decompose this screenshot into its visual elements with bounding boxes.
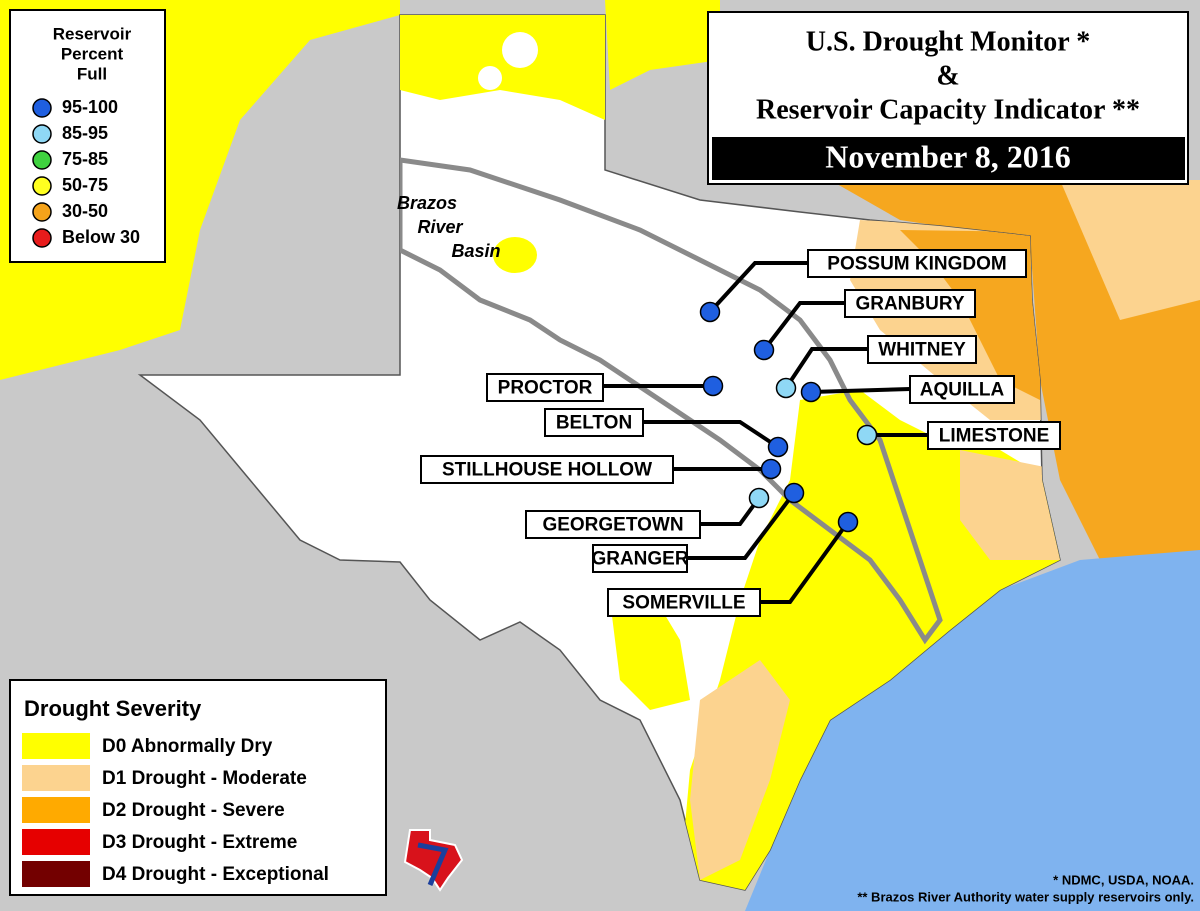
title-box: U.S. Drought Monitor *&Reservoir Capacit… xyxy=(707,11,1189,185)
reservoir-marker xyxy=(699,301,721,323)
reservoir-marker xyxy=(783,482,805,504)
legend-title: Reservoir xyxy=(53,24,132,43)
reservoir-name: PROCTOR xyxy=(498,378,593,399)
reservoir-label-box xyxy=(592,544,688,573)
gap xyxy=(478,66,502,90)
drought-legend: Drought Severity D0 Abnormally Dry D1 Drou… xyxy=(9,679,387,896)
basin-label: River xyxy=(417,217,463,237)
d0-area xyxy=(610,590,690,710)
date: November 8, 2016 xyxy=(825,138,1071,174)
reservoir-marker xyxy=(837,511,859,533)
leader-line xyxy=(762,301,845,352)
reservoir-name: STILLHOUSE HOLLOW xyxy=(442,460,652,481)
reservoir-name: SOMERVILLE xyxy=(622,593,745,614)
legend-title: Drought Severity xyxy=(24,696,202,721)
reservoir-marker xyxy=(753,339,775,361)
basin-label: Basin xyxy=(451,241,500,261)
reservoir-marker xyxy=(775,377,797,399)
legend-swatch xyxy=(22,829,90,855)
legend-swatch xyxy=(22,733,90,759)
legend-label: D0 Abnormally Dry xyxy=(102,736,273,757)
basin-label: Brazos xyxy=(397,193,457,213)
reservoir-label-box xyxy=(486,373,604,402)
footnote: ** Brazos River Authority water supply r… xyxy=(857,889,1194,904)
d1-area xyxy=(1060,180,1200,320)
reservoir-label-box xyxy=(420,455,674,484)
legend-swatch xyxy=(32,150,52,170)
legend-label: D2 Drought - Severe xyxy=(102,800,285,821)
logo-stripe xyxy=(417,842,449,886)
legend-swatch xyxy=(32,228,52,248)
reservoir-name: GRANBURY xyxy=(855,294,964,315)
legend-swatch xyxy=(32,176,52,196)
legend-swatch xyxy=(32,202,52,222)
reservoir-name: LIMESTONE xyxy=(939,426,1050,447)
legend-label: D4 Drought - Exceptional xyxy=(102,864,329,885)
reservoir-marker xyxy=(856,424,878,446)
reservoir-marker xyxy=(748,487,770,509)
legend-frame xyxy=(9,9,166,263)
reservoirs: POSSUM KINGDOM GRANBURY WHITNEY AQUILLA PROC… xyxy=(420,249,1061,617)
reservoir-marker xyxy=(767,436,789,458)
legend-swatch xyxy=(22,861,90,887)
reservoir-name: AQUILLA xyxy=(920,380,1005,401)
legend-title: Percent xyxy=(61,44,124,63)
leader-line xyxy=(700,496,761,526)
reservoir-name: WHITNEY xyxy=(878,340,966,361)
reservoir-label-box xyxy=(544,408,644,437)
legend-swatch xyxy=(32,124,52,144)
gulf-of-mexico xyxy=(745,550,1200,911)
leader-line xyxy=(760,520,850,604)
reservoir-marker xyxy=(760,458,782,480)
legend-label: 50-75 xyxy=(62,175,108,195)
legend-swatch xyxy=(32,98,52,118)
legend-label: D3 Drought - Extreme xyxy=(102,832,297,853)
reservoir-label-box xyxy=(909,375,1015,404)
legend-label: 30-50 xyxy=(62,201,108,221)
d1-area xyxy=(960,450,1060,560)
title-line: & xyxy=(936,60,959,91)
reservoir-name: GRANGER xyxy=(591,549,688,570)
legend-label: Below 30 xyxy=(62,227,140,247)
title-line: U.S. Drought Monitor * xyxy=(806,26,1090,57)
reservoir-name: GEORGETOWN xyxy=(542,515,683,536)
reservoir-label-box xyxy=(607,588,761,617)
leader-line xyxy=(784,347,868,390)
reservoir-label-box xyxy=(867,335,977,364)
footnote: * NDMC, USDA, NOAA. xyxy=(1053,872,1194,887)
reservoir-label-box xyxy=(927,421,1061,450)
leader-line xyxy=(643,420,780,449)
legend-label: 75-85 xyxy=(62,149,108,169)
date-bar xyxy=(712,137,1185,180)
legend-label: 95-100 xyxy=(62,97,118,117)
reservoir-label-box xyxy=(525,510,701,539)
d0-area xyxy=(493,237,537,273)
reservoir-marker xyxy=(800,381,822,403)
brazos-basin-outline xyxy=(397,157,943,645)
d0-area xyxy=(400,15,605,120)
legend-swatch xyxy=(22,797,90,823)
reservoir-label-box xyxy=(844,289,976,318)
reservoir-marker xyxy=(702,375,724,397)
reservoir-label-box xyxy=(807,249,1027,278)
legend-title: Full xyxy=(77,64,107,83)
leader-line xyxy=(708,261,808,314)
leader-line xyxy=(810,387,911,394)
d0-area xyxy=(605,0,720,90)
reservoir-name: BELTON xyxy=(556,413,632,434)
legend-swatch xyxy=(22,765,90,791)
reservoir-name: POSSUM KINGDOM xyxy=(827,254,1006,275)
gap xyxy=(502,32,538,68)
leader-line xyxy=(687,491,796,560)
legend-label: D1 Drought - Moderate xyxy=(102,768,307,789)
title-line: Reservoir Capacity Indicator ** xyxy=(756,94,1140,125)
logo xyxy=(403,829,464,892)
d1-area xyxy=(690,660,790,880)
legend-label: 85-95 xyxy=(62,123,108,143)
